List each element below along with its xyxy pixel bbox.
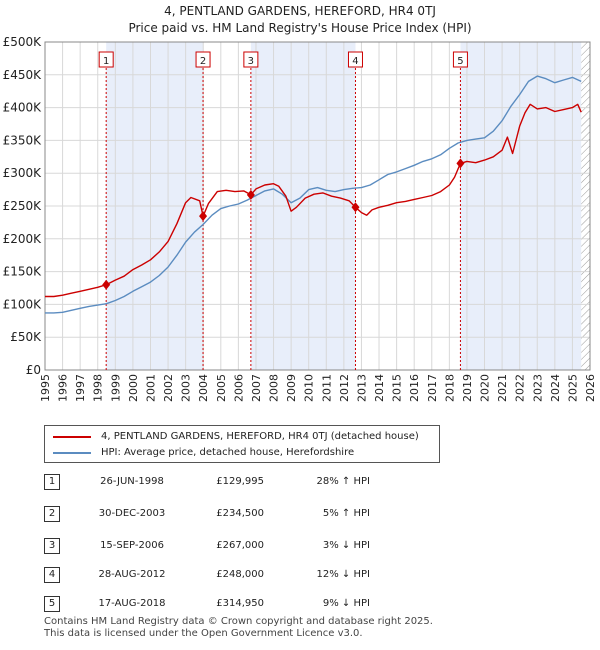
x-tick-label: 2000	[127, 374, 140, 402]
sale-label-number: 4	[352, 56, 358, 67]
sale-date: 30-DEC-2003	[98, 508, 166, 519]
sale-label-box	[347, 51, 363, 68]
x-tick-label: 2006	[232, 374, 245, 402]
sale-date: 17-AUG-2018	[98, 598, 166, 609]
sale-label-number: 2	[200, 56, 206, 67]
sale-hpi-diff: 3% ↓ HPI	[322, 540, 370, 551]
sale-label-box	[98, 51, 114, 68]
x-tick-label: 2007	[250, 374, 263, 402]
x-tick-label: 1998	[92, 374, 105, 402]
x-tick-label: 2009	[285, 374, 298, 402]
x-tick-label: 2020	[479, 374, 492, 402]
sale-label-box	[195, 51, 211, 68]
price-chart: £0 £50K £100K £150K £200K £250K £300K £350K £400…	[3, 35, 597, 402]
legend-swatch-hpi	[53, 452, 91, 454]
legend-label-property: 4, PENTLAND GARDENS, HEREFORD, HR4 0TJ (…	[101, 431, 419, 442]
x-tick-label: 2005	[215, 374, 228, 402]
sale-number-badge: 4	[44, 567, 60, 583]
sale-label-number: 5	[457, 56, 463, 67]
x-tick-label: 2018	[443, 374, 456, 402]
sale-number-badge: 1	[44, 474, 60, 490]
sale-price: £129,995	[216, 476, 264, 487]
x-tick-label: 2024	[549, 374, 562, 402]
x-tick-label: 2016	[408, 374, 421, 402]
y-tick-label: £500K	[3, 35, 43, 49]
legend-swatch-property	[53, 436, 91, 438]
y-tick-label: £300K	[3, 166, 43, 180]
title-address: 4, PENTLAND GARDENS, HEREFORD, HR4 0TJ	[164, 4, 436, 18]
x-tick-label: 2002	[162, 374, 175, 402]
footer-copyright: Contains HM Land Registry data © Crown c…	[44, 616, 433, 627]
x-tick-label: 2008	[268, 374, 281, 402]
sale-point	[199, 211, 208, 222]
sale-price: £248,000	[216, 569, 264, 580]
sale-price: £267,000	[216, 540, 264, 551]
property-series-line	[45, 103, 582, 298]
footer: Contains HM Land Registry data © Crown c…	[44, 616, 433, 640]
x-tick-label: 1995	[39, 374, 52, 402]
hpi-series-line	[45, 75, 582, 314]
sale-hpi-diff: 5% ↑ HPI	[322, 508, 370, 519]
x-tick-label: 2015	[391, 374, 404, 402]
sale-number-badge: 5	[44, 596, 60, 612]
x-tick-label: 2023	[531, 374, 544, 402]
sale-label-number: 3	[248, 56, 254, 67]
x-tick-label: 2021	[496, 374, 509, 402]
chart-title: 4, PENTLAND GARDENS, HEREFORD, HR4 0TJ P…	[0, 3, 600, 37]
y-tick-label: £150K	[3, 265, 43, 279]
x-tick-label: 2025	[566, 374, 579, 402]
sale-hpi-diff: 12% ↓ HPI	[316, 569, 370, 580]
y-tick-label: £0	[26, 363, 41, 377]
title-subtitle: Price paid vs. HM Land Registry's House …	[128, 21, 472, 35]
sale-point	[351, 202, 360, 213]
sale-price: £314,950	[216, 598, 264, 609]
x-tick-label: 2011	[320, 374, 333, 402]
y-tick-label: £50K	[10, 330, 42, 344]
sale-date: 28-AUG-2012	[98, 569, 166, 580]
sale-date: 15-SEP-2006	[100, 540, 164, 551]
y-tick-label: £200K	[3, 232, 43, 246]
plot-frame	[44, 41, 591, 371]
y-tick-label: £350K	[3, 133, 43, 147]
x-tick-label: 2003	[180, 374, 193, 402]
x-tick-label: 2014	[373, 374, 386, 402]
x-tick-label: 2004	[197, 374, 210, 402]
x-tick-label: 2022	[514, 374, 527, 402]
x-tick-label: 2026	[584, 374, 597, 402]
x-tick-label: 2019	[461, 374, 474, 402]
sale-point	[456, 158, 465, 169]
y-tick-label: £450K	[3, 68, 43, 82]
sale-date: 26-JUN-1998	[100, 476, 164, 487]
sale-point	[102, 279, 111, 290]
y-tick-label: £100K	[3, 297, 43, 311]
sale-label-box	[452, 51, 468, 68]
legend: 4, PENTLAND GARDENS, HEREFORD, HR4 0TJ (…	[44, 425, 440, 463]
sale-label-box	[243, 51, 259, 68]
footer-license: This data is licensed under the Open Gov…	[44, 628, 363, 639]
x-tick-label: 2013	[355, 374, 368, 402]
x-tick-label: 1997	[74, 374, 87, 402]
y-tick-label: £400K	[3, 101, 43, 115]
y-tick-label: £250K	[3, 199, 43, 213]
sale-price: £234,500	[216, 508, 264, 519]
sale-label-number: 1	[103, 56, 109, 67]
sale-hpi-diff: 28% ↑ HPI	[316, 476, 370, 487]
x-tick-label: 2010	[303, 374, 316, 402]
legend-label-hpi: HPI: Average price, detached house, Here…	[101, 447, 355, 458]
sale-hpi-diff: 9% ↓ HPI	[322, 598, 370, 609]
sale-number-badge: 3	[44, 538, 60, 554]
x-tick-label: 2001	[144, 374, 157, 402]
sale-point	[246, 189, 255, 200]
sale-number-badge: 2	[44, 506, 60, 522]
x-tick-label: 1999	[109, 374, 122, 402]
x-tick-label: 2017	[426, 374, 439, 402]
x-tick-label: 2012	[338, 374, 351, 402]
x-tick-label: 1996	[57, 374, 70, 402]
